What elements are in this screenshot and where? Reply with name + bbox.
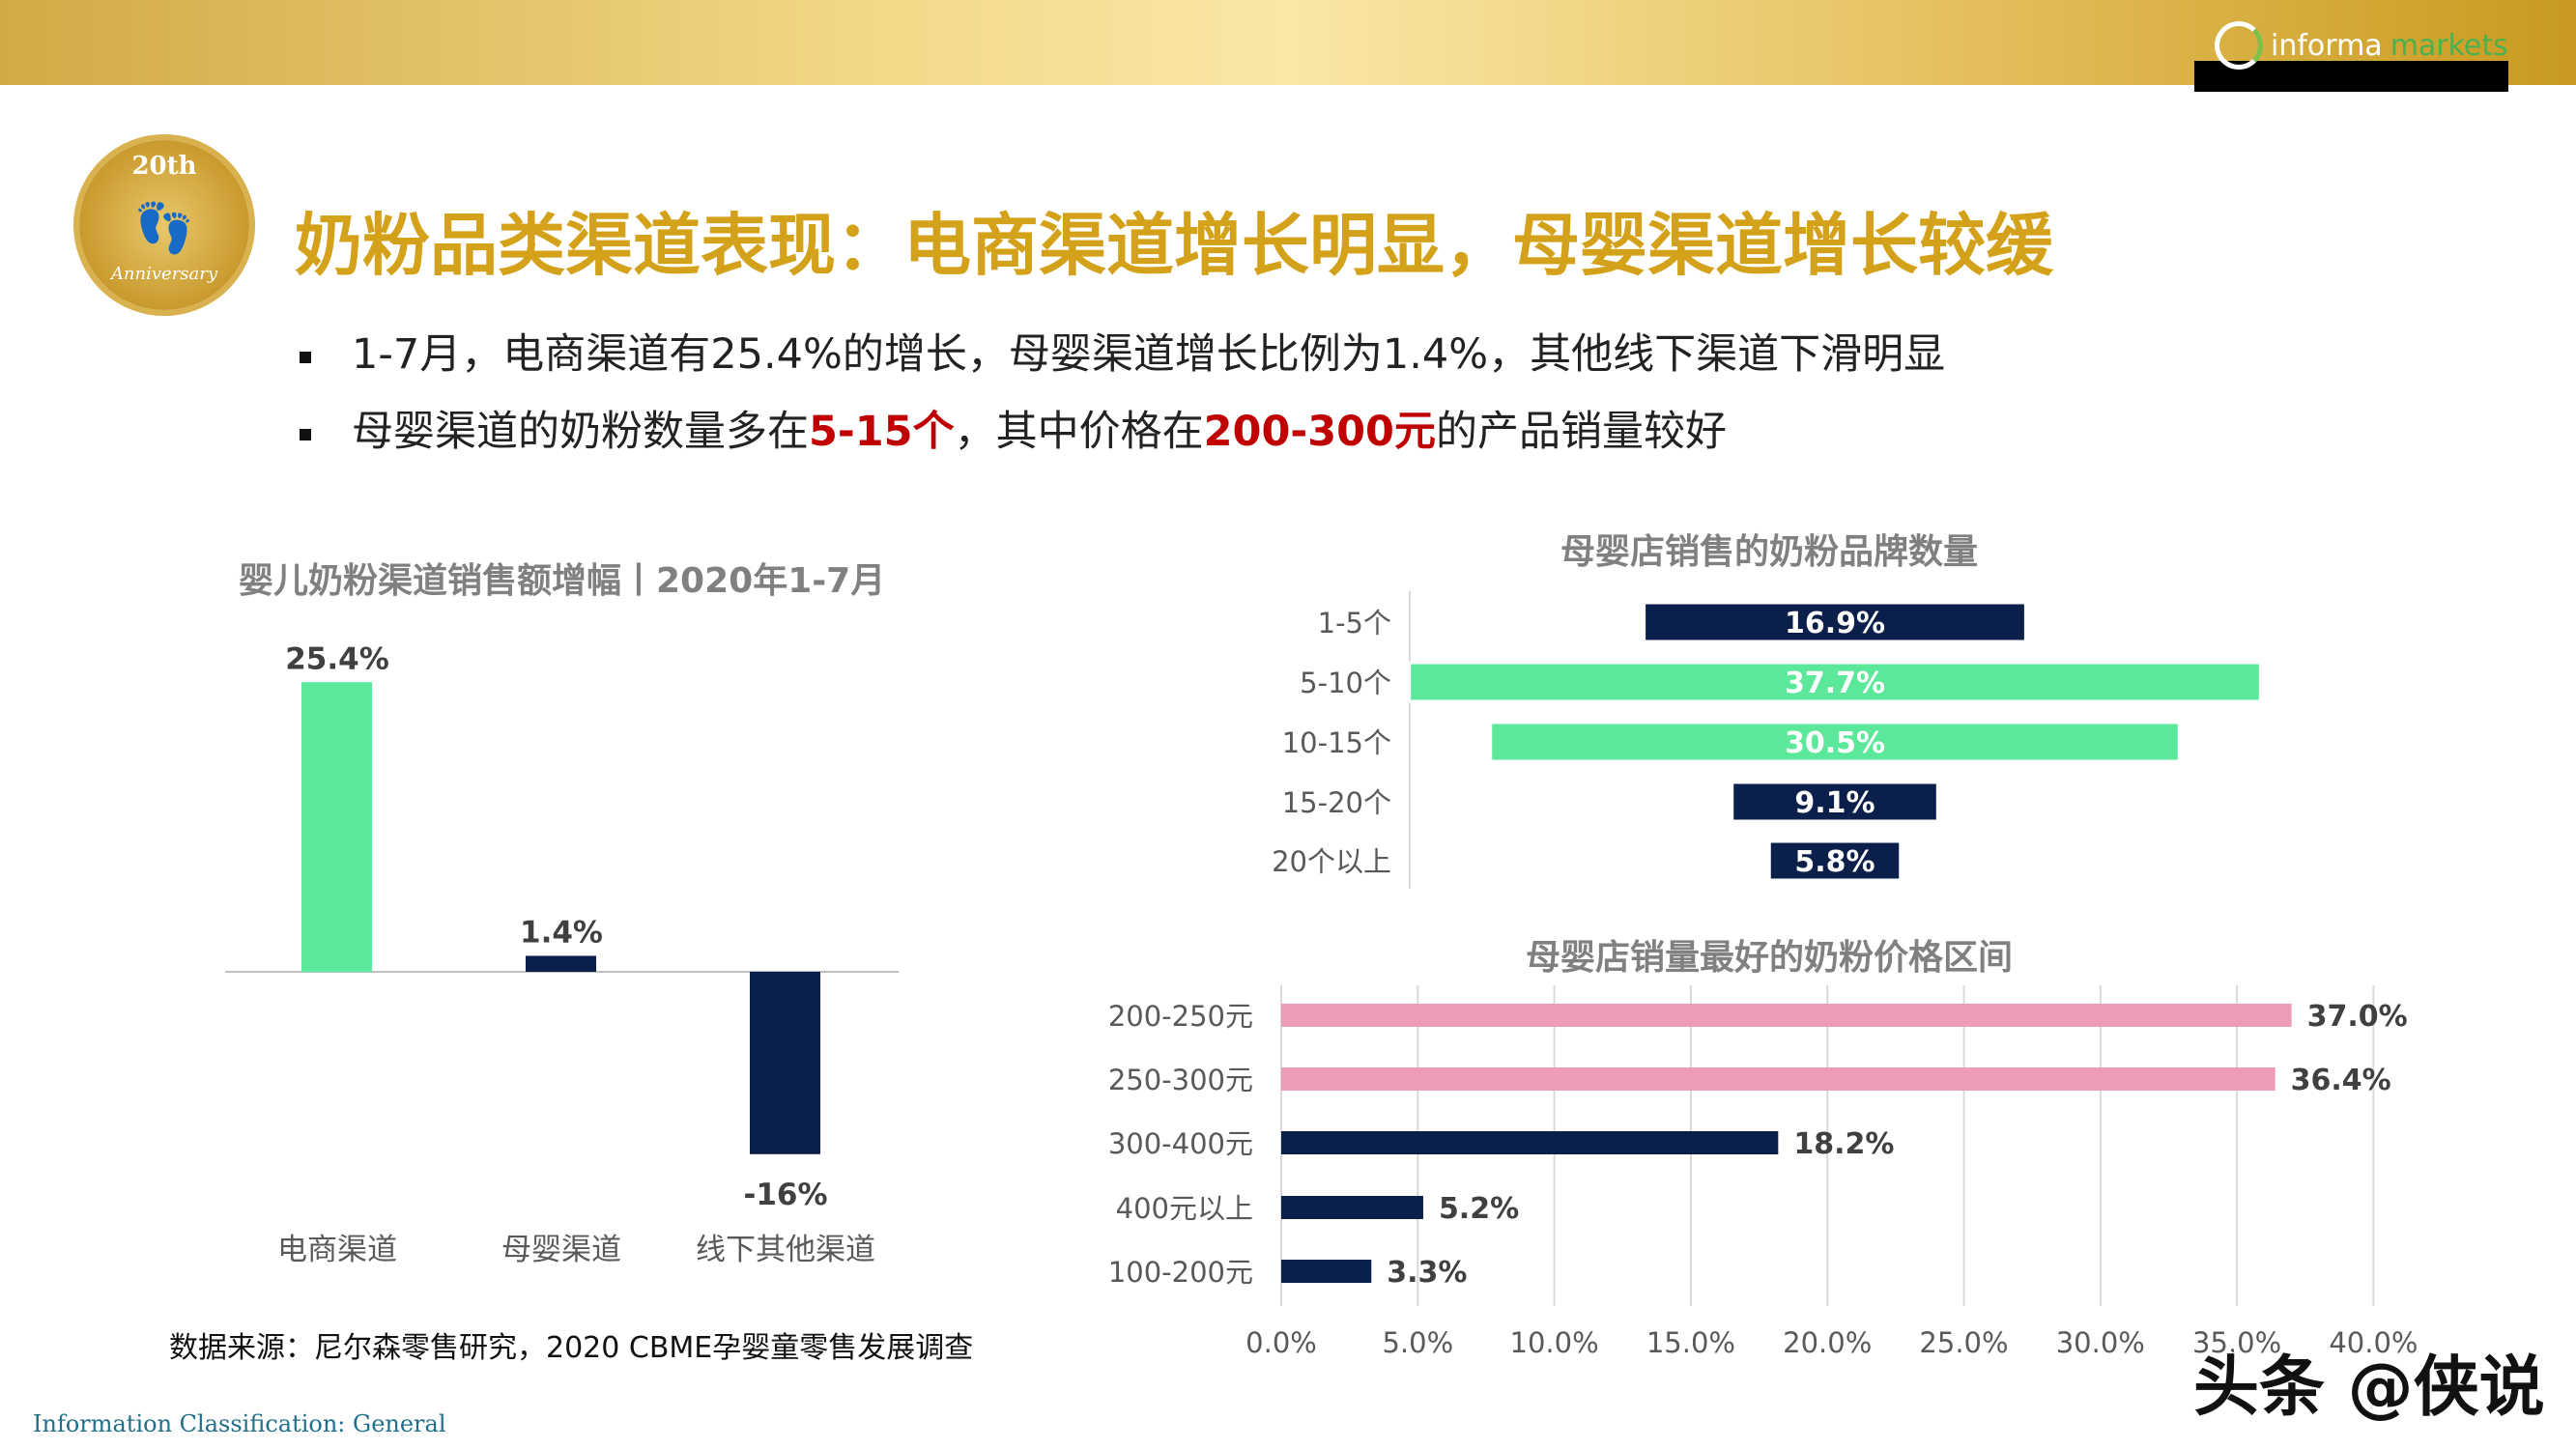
badge-top: 20th (131, 152, 197, 181)
chart3-category-label: 300-400元 (1108, 1127, 1253, 1160)
chart3-tick-label: 10.0% (1510, 1326, 1599, 1359)
chart3-bar (1281, 1131, 1779, 1154)
bullet-text: 的产品销量较好 (1435, 408, 1727, 456)
chart2-category-label: 10-15个 (1282, 726, 1391, 759)
chart2-bar (1643, 601, 2027, 643)
logo-text: informa (2271, 28, 2383, 63)
source-note: 数据来源：尼尔森零售研究，2020 CBME孕婴童零售发展调查 (169, 1331, 974, 1365)
chart3-tick-label: 30.0% (2056, 1326, 2145, 1359)
chart3-tick-label: 20.0% (1783, 1326, 1872, 1359)
anniversary-badge: 20th 👣 Anniversary (79, 140, 249, 310)
chart3-category-label: 200-250元 (1108, 1000, 1253, 1033)
chart3-bar (1281, 1067, 2275, 1091)
page-title: 奶粉品类渠道表现：电商渠道增长明显，母婴渠道增长较缓 (295, 206, 2053, 285)
chart1-category-label: 线下其他渠道 (696, 1233, 875, 1267)
classification-note: Information Classification: General (33, 1410, 446, 1437)
chart3-category-label: 100-200元 (1108, 1256, 1253, 1289)
chart1-title: 婴儿奶粉渠道销售额增幅丨2020年1-7月 (239, 561, 886, 601)
footprints-icon: 👣 (133, 200, 195, 256)
chart3-title: 母婴店销量最好的奶粉价格区间 (1525, 938, 2014, 978)
chart2-data-label: 5.8% (1794, 845, 1875, 879)
badge-bottom: Anniversary (110, 264, 218, 284)
chart3-data-label: 3.3% (1387, 1256, 1467, 1290)
chart1-bar (526, 955, 596, 972)
bullet-square-icon (300, 351, 311, 363)
logo-text-markets: markets (2390, 28, 2508, 63)
chart2-category-label: 20个以上 (1272, 845, 1391, 878)
bullet-text: ，其中价格在 (954, 408, 1204, 456)
chart2-data-label: 30.5% (1785, 726, 1885, 760)
chart3-tick-label: 35.0% (2192, 1326, 2281, 1359)
bullet-square-icon (300, 428, 311, 440)
chart1-category-label: 母婴渠道 (501, 1233, 621, 1267)
chart1-data-label: 1.4% (520, 915, 603, 950)
chart1-bar (750, 972, 820, 1154)
logo-ring-icon (2215, 21, 2263, 70)
watermark: 头条 @侠说 (2193, 1350, 2545, 1426)
chart2-category-label: 15-20个 (1282, 786, 1391, 819)
header-banner (0, 0, 2576, 85)
chart2-title: 母婴店销售的奶粉品牌数量 (1560, 532, 1979, 572)
chart3-bar (1281, 1196, 1423, 1219)
chart3-category-label: 250-300元 (1108, 1064, 1253, 1096)
chart1-bar (301, 682, 372, 972)
chart2-bar (1408, 661, 2262, 703)
chart3-tick-label: 15.0% (1646, 1326, 1735, 1359)
chart1-data-label: 25.4% (285, 641, 389, 676)
chart2-bar (1489, 721, 2181, 763)
chart2-bar (1767, 839, 1903, 882)
informa-markets-logo: informa markets (2215, 21, 2508, 70)
bullet-2: 母婴渠道的奶粉数量多在5-15个，其中价格在200-300元的产品销量较好 (300, 398, 1727, 458)
chart2-bar (1731, 781, 1939, 823)
chart3-data-label: 37.0% (2307, 1000, 2408, 1034)
chart3-data-label: 36.4% (2291, 1064, 2391, 1097)
chart1-data-label: -16% (743, 1178, 827, 1212)
chart3-tick-label: 0.0% (1245, 1326, 1317, 1359)
chart3-tick-label: 5.0% (1382, 1326, 1453, 1359)
highlight-price: 200-300元 (1203, 408, 1436, 456)
highlight-count: 5-15个 (809, 408, 955, 456)
chart1-category-label: 电商渠道 (277, 1233, 397, 1267)
chart3-bar (1281, 1004, 2292, 1027)
chart3-category-label: 400元以上 (1116, 1192, 1253, 1225)
bullet-1: 1-7月，电商渠道有25.4%的增长，母婴渠道增长比例为1.4%，其他线下渠道下… (300, 321, 1945, 381)
chart2-data-label: 37.7% (1785, 667, 1885, 700)
chart2-category-label: 1-5个 (1318, 607, 1391, 639)
chart2-data-label: 9.1% (1794, 786, 1875, 820)
chart2-data-label: 16.9% (1785, 607, 1885, 640)
chart3-bar (1281, 1260, 1372, 1283)
bullet-text: 1-7月，电商渠道有25.4%的增长，母婴渠道增长比例为1.4%，其他线下渠道下… (352, 330, 1946, 379)
bullet-text: 母婴渠道的奶粉数量多在 (352, 408, 809, 456)
chart3-tick-label: 40.0% (2329, 1326, 2418, 1359)
chart3-data-label: 5.2% (1439, 1192, 1519, 1226)
chart3-tick-label: 25.0% (1919, 1326, 2008, 1359)
chart2-category-label: 5-10个 (1300, 667, 1391, 699)
chart3-data-label: 18.2% (1793, 1127, 1894, 1161)
